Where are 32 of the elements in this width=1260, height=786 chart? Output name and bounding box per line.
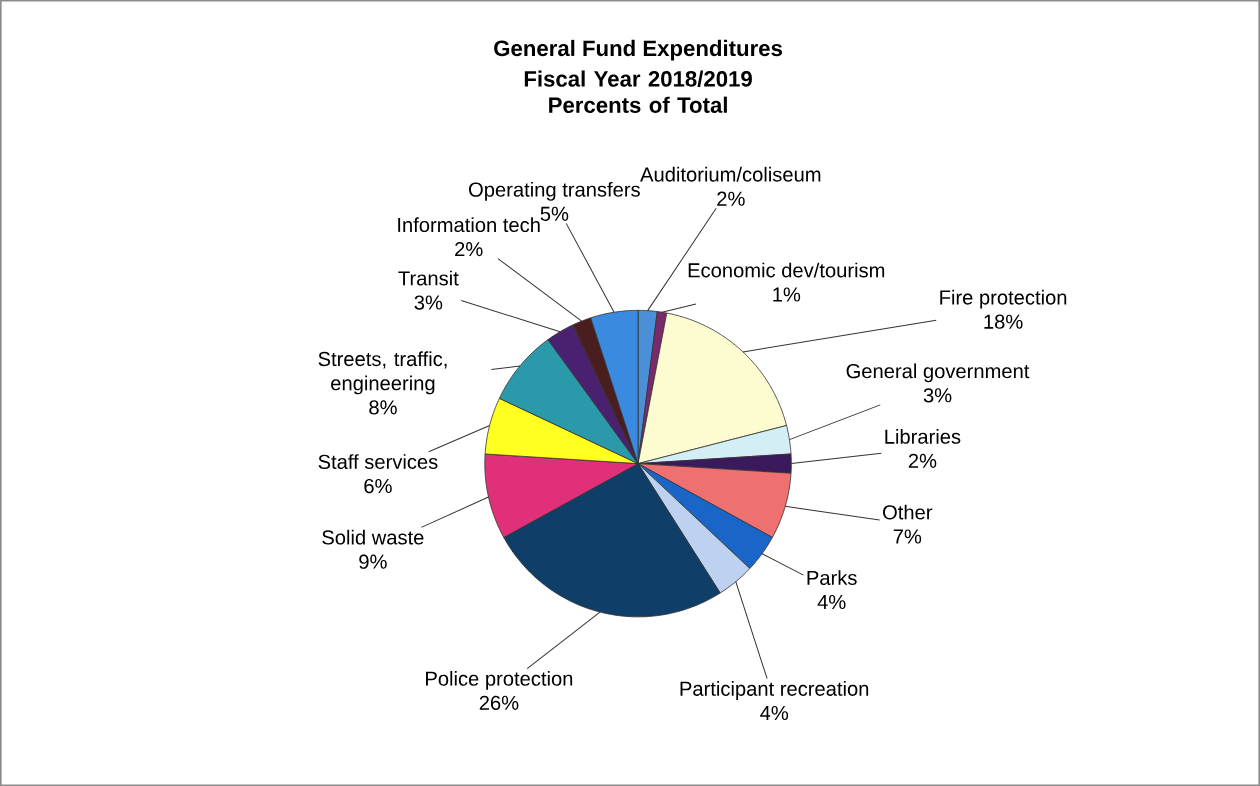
- data-label: 8%: [369, 400, 397, 415]
- slice-label: Police protection: [426, 670, 573, 690]
- data-label: 1%: [773, 287, 801, 302]
- data-label: 6%: [364, 478, 392, 494]
- data-label: 4%: [760, 705, 789, 720]
- slice-label: Operating transfers: [469, 181, 640, 201]
- data-label: 4%: [817, 594, 846, 610]
- legend-label: Streets, traffic, engineering: [318, 351, 447, 395]
- slice-label: Participant recreation: [680, 681, 869, 700]
- data-label: 3%: [923, 388, 952, 403]
- slice-label: Libraries: [885, 428, 961, 444]
- data-label: 5%: [540, 206, 569, 221]
- slice-label: Transit: [398, 270, 459, 286]
- data-label: 18%: [984, 314, 1023, 329]
- slice-label: Parks: [807, 570, 857, 585]
- data-label: 26%: [479, 695, 519, 710]
- data-label: 2%: [455, 241, 483, 257]
- chart-title: General Fund Expenditures: [494, 39, 782, 61]
- data-label: 2%: [908, 453, 937, 468]
- data-label: 3%: [414, 295, 443, 310]
- data-label: 7%: [893, 529, 922, 544]
- slice-label: Other: [883, 504, 933, 520]
- slice-label: Staff services: [318, 454, 438, 469]
- slice-label: Auditorium/coliseum: [640, 166, 821, 182]
- chart-subtitle: Fiscal Year 2018/2019 Percents of Total: [524, 70, 752, 113]
- data-label: 2%: [717, 191, 745, 206]
- slice-label: Economic dev/tourism: [688, 262, 885, 278]
- slice-label: General government: [846, 363, 1030, 383]
- slice-label: Solid waste: [322, 529, 424, 545]
- slice-label: Fire protection: [940, 289, 1067, 309]
- data-label: 9%: [359, 554, 387, 569]
- slice-label: Information tech: [398, 217, 540, 233]
